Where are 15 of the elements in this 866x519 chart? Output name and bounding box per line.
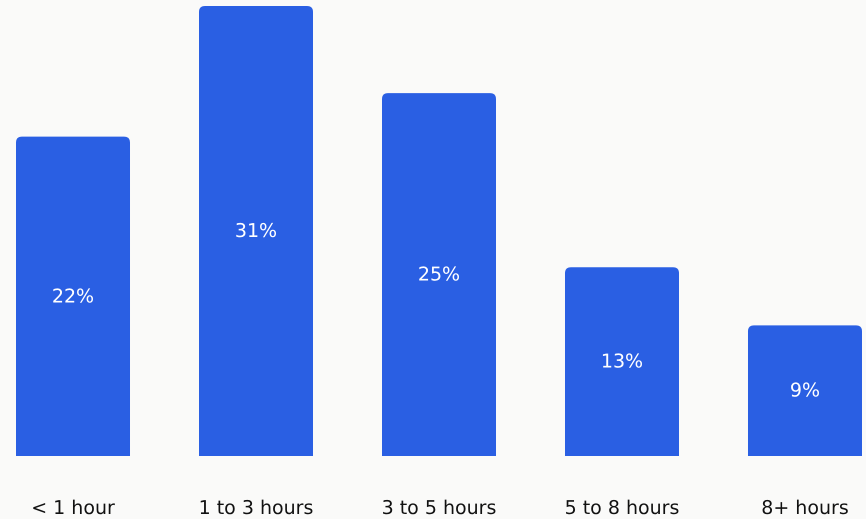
data-label: 22% xyxy=(52,285,94,308)
data-label: 31% xyxy=(234,220,278,242)
bar xyxy=(16,136,130,456)
bar xyxy=(199,6,314,456)
bar xyxy=(382,93,496,456)
x-tick-label: 8+ hours xyxy=(761,497,849,519)
x-tick-label: 3 to 5 hours xyxy=(382,497,496,519)
data-label: 25% xyxy=(418,264,460,286)
x-tick-label: < 1 hour xyxy=(31,497,115,519)
data-label: 13% xyxy=(600,350,644,373)
bar xyxy=(564,267,679,456)
bar xyxy=(748,325,862,456)
x-tick-label: 5 to 8 hours xyxy=(564,497,680,519)
data-label: 9% xyxy=(790,380,820,402)
x-tick-label: 1 to 3 hours xyxy=(198,497,314,519)
